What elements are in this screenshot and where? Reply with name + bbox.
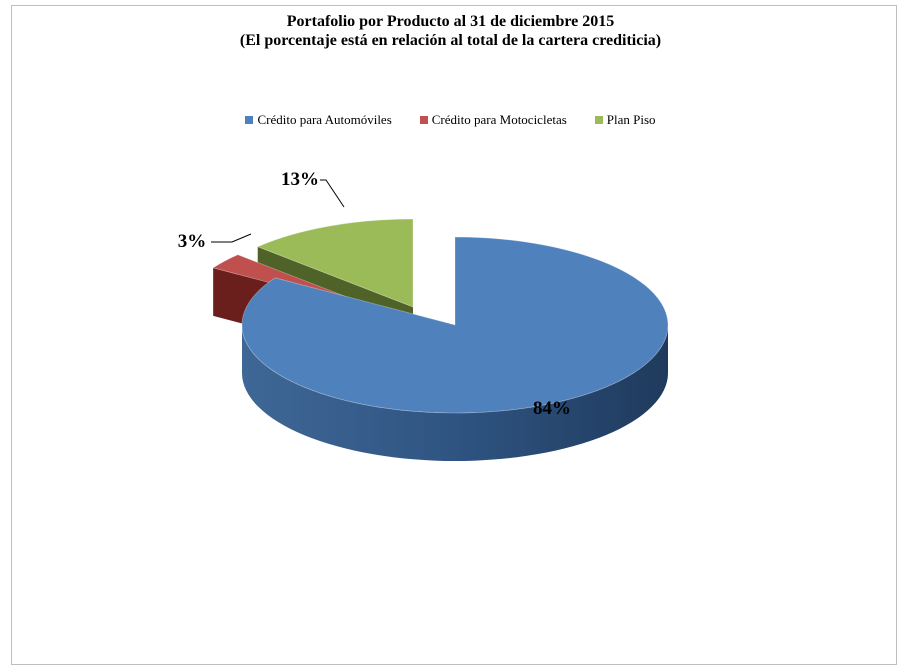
legend-item-automoviles: Crédito para Automóviles (245, 112, 392, 128)
data-label-automoviles: 84% (533, 398, 571, 419)
legend-label-automoviles: Crédito para Automóviles (257, 112, 392, 127)
pie-outer-wall-automoviles-0 (242, 325, 668, 461)
legend-swatch-automoviles (245, 116, 254, 124)
legend: Crédito para Automóviles Crédito para Mo… (0, 112, 901, 128)
legend-item-motocicletas: Crédito para Motocicletas (419, 112, 567, 128)
leader-line-plan-piso (320, 179, 345, 208)
chart-subtitle-line: (El porcentaje está en relación al total… (239, 32, 662, 49)
chart-title-line: Portafolio por Producto al 31 de diciemb… (286, 13, 615, 30)
legend-swatch-plan-piso (594, 116, 603, 124)
data-label-motocicletas: 3% (178, 231, 207, 252)
pie-leaders (211, 179, 345, 243)
leader-line-motocicletas (211, 233, 252, 243)
pie-labels: 84% 3% 13% (178, 169, 571, 419)
pie-tops (212, 218, 669, 414)
legend-label-plan-piso: Plan Piso (606, 112, 656, 127)
pie-slice-automoviles (241, 236, 669, 414)
legend-item-plan-piso: Plan Piso (594, 112, 656, 128)
data-label-plan-piso: 13% (281, 169, 319, 190)
legend-swatch-motocicletas (419, 116, 428, 124)
pie-slice-plan-piso (256, 218, 414, 308)
legend-label-motocicletas: Crédito para Motocicletas (431, 112, 567, 127)
chart-title: Portafolio por Producto al 31 de diciemb… (0, 12, 901, 50)
